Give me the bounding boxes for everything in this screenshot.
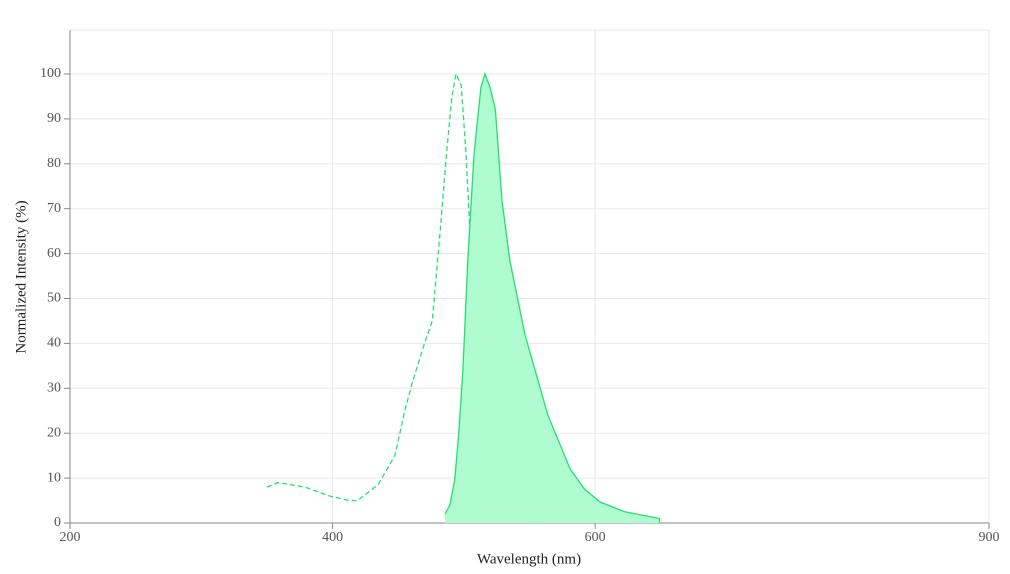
y-tick-label: 0 [54, 515, 61, 530]
x-axis-label: Wavelength (nm) [477, 551, 581, 567]
y-tick-label: 20 [47, 425, 61, 440]
y-tick-label: 70 [47, 201, 61, 216]
y-tick-label: 90 [47, 111, 61, 126]
x-tick-label: 200 [60, 530, 81, 545]
y-tick-label: 50 [47, 291, 61, 306]
emission-line [444, 71, 661, 523]
x-tick-label: 400 [322, 530, 343, 545]
y-tick-label: 100 [40, 66, 61, 81]
y-axis-label: Normalized Intensity (%) [13, 200, 29, 353]
x-tick-label: 900 [979, 530, 1000, 545]
area-fill [445, 74, 660, 523]
y-tick-label: 10 [47, 470, 61, 485]
y-tick-label: 60 [47, 246, 61, 261]
y-tick-label: 40 [47, 336, 61, 351]
y-tick-label: 30 [47, 381, 61, 396]
y-tick-label: 80 [47, 156, 61, 171]
x-tick-label: 600 [585, 530, 606, 545]
